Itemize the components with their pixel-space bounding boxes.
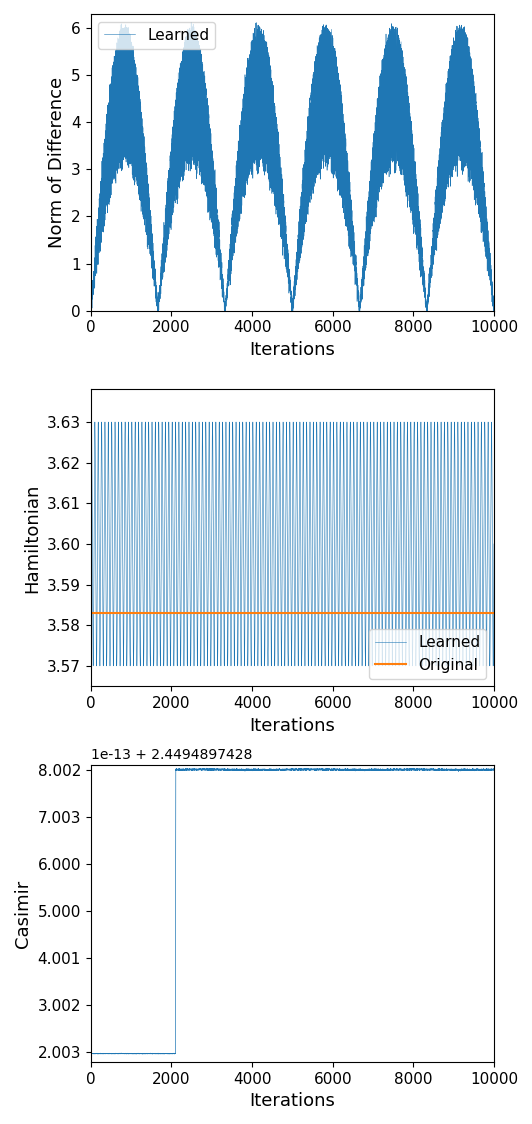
Learned xyxy=(491,537,497,551)
Learned xyxy=(285,650,291,663)
Original xyxy=(88,606,94,619)
Learned xyxy=(470,642,476,655)
Y-axis label: Hamiltonian: Hamiltonian xyxy=(23,483,41,592)
Y-axis label: Norm of Difference: Norm of Difference xyxy=(48,76,65,248)
Learned xyxy=(167,572,173,586)
Learned xyxy=(89,568,96,581)
Learned xyxy=(152,415,159,428)
X-axis label: Iterations: Iterations xyxy=(250,1093,335,1111)
X-axis label: Iterations: Iterations xyxy=(250,717,335,735)
Learned xyxy=(157,659,164,672)
Learned xyxy=(112,428,118,442)
Legend: Learned, Original: Learned, Original xyxy=(369,628,486,679)
Y-axis label: Casimir: Casimir xyxy=(14,879,32,948)
Text: 1e-13 + 2.4494897428: 1e-13 + 2.4494897428 xyxy=(90,749,252,762)
Legend: Learned: Learned xyxy=(98,21,215,48)
Line: Learned: Learned xyxy=(90,422,494,665)
Learned xyxy=(104,561,111,574)
Original xyxy=(87,606,94,619)
X-axis label: Iterations: Iterations xyxy=(250,341,335,359)
Learned xyxy=(87,537,94,551)
